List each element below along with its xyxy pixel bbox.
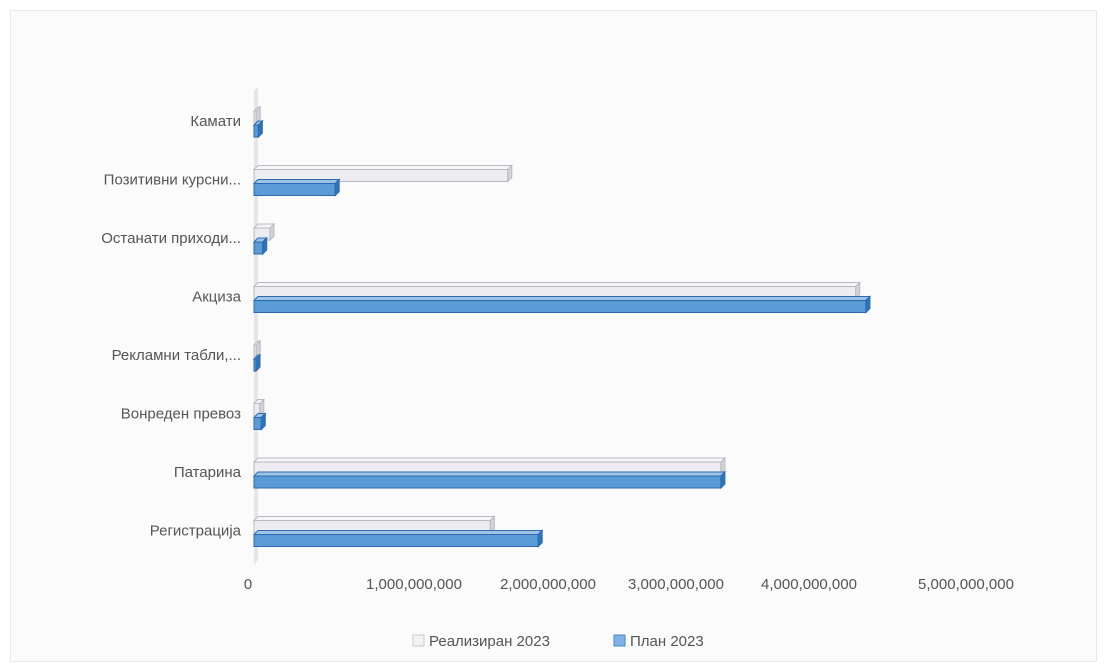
category-label: Останати приходи... [101,230,241,247]
legend-swatch [412,634,425,647]
category-label: Вонреден превоз [121,406,241,423]
chart-frame: Камати Позитивни курсни... Останати приход… [10,10,1097,662]
bar-plan [252,470,727,490]
bar-plan [252,119,264,139]
bar-plan [252,178,341,197]
legend-item-realized: Реализиран 2023 [412,633,550,650]
bar-plan [252,412,267,431]
x-tick-label: 3,000,000,000 [628,576,724,593]
x-tick-label: 0 [244,576,252,593]
category-label: Рекламни табли,... [112,347,241,364]
legend-label: План 2023 [630,633,704,650]
bar-realized [252,515,496,534]
category-label: Позитивни курсни... [104,172,241,189]
bar-realized [252,105,262,125]
legend-label: Реализиран 2023 [429,633,550,650]
bar-realized [252,456,727,476]
category-label: Акциза [192,289,241,306]
bar-realized [252,339,262,359]
axis-wall [254,87,258,565]
bar-realized [252,281,861,300]
legend-item-plan: План 2023 [613,633,704,650]
bar-plan [252,236,268,256]
bar-chart: Камати Позитивни курсни... Останати приход… [101,87,1014,650]
x-tick-label: 5,000,000,000 [918,576,1014,593]
x-tick-label: 1,000,000,000 [366,576,462,593]
x-tick-label: 2,000,000,000 [500,576,596,593]
category-label: Регистрација [150,523,242,540]
bar-realized [252,222,276,242]
bar-plan [252,295,872,314]
bar-realized [252,398,266,417]
category-label: Патарина [174,464,242,481]
category-label: Камати [190,113,241,130]
x-tick-label: 4,000,000,000 [761,576,857,593]
bar-plan [252,529,544,548]
legend-swatch [613,634,626,647]
bar-realized [252,164,513,183]
bar-plan [252,353,262,373]
